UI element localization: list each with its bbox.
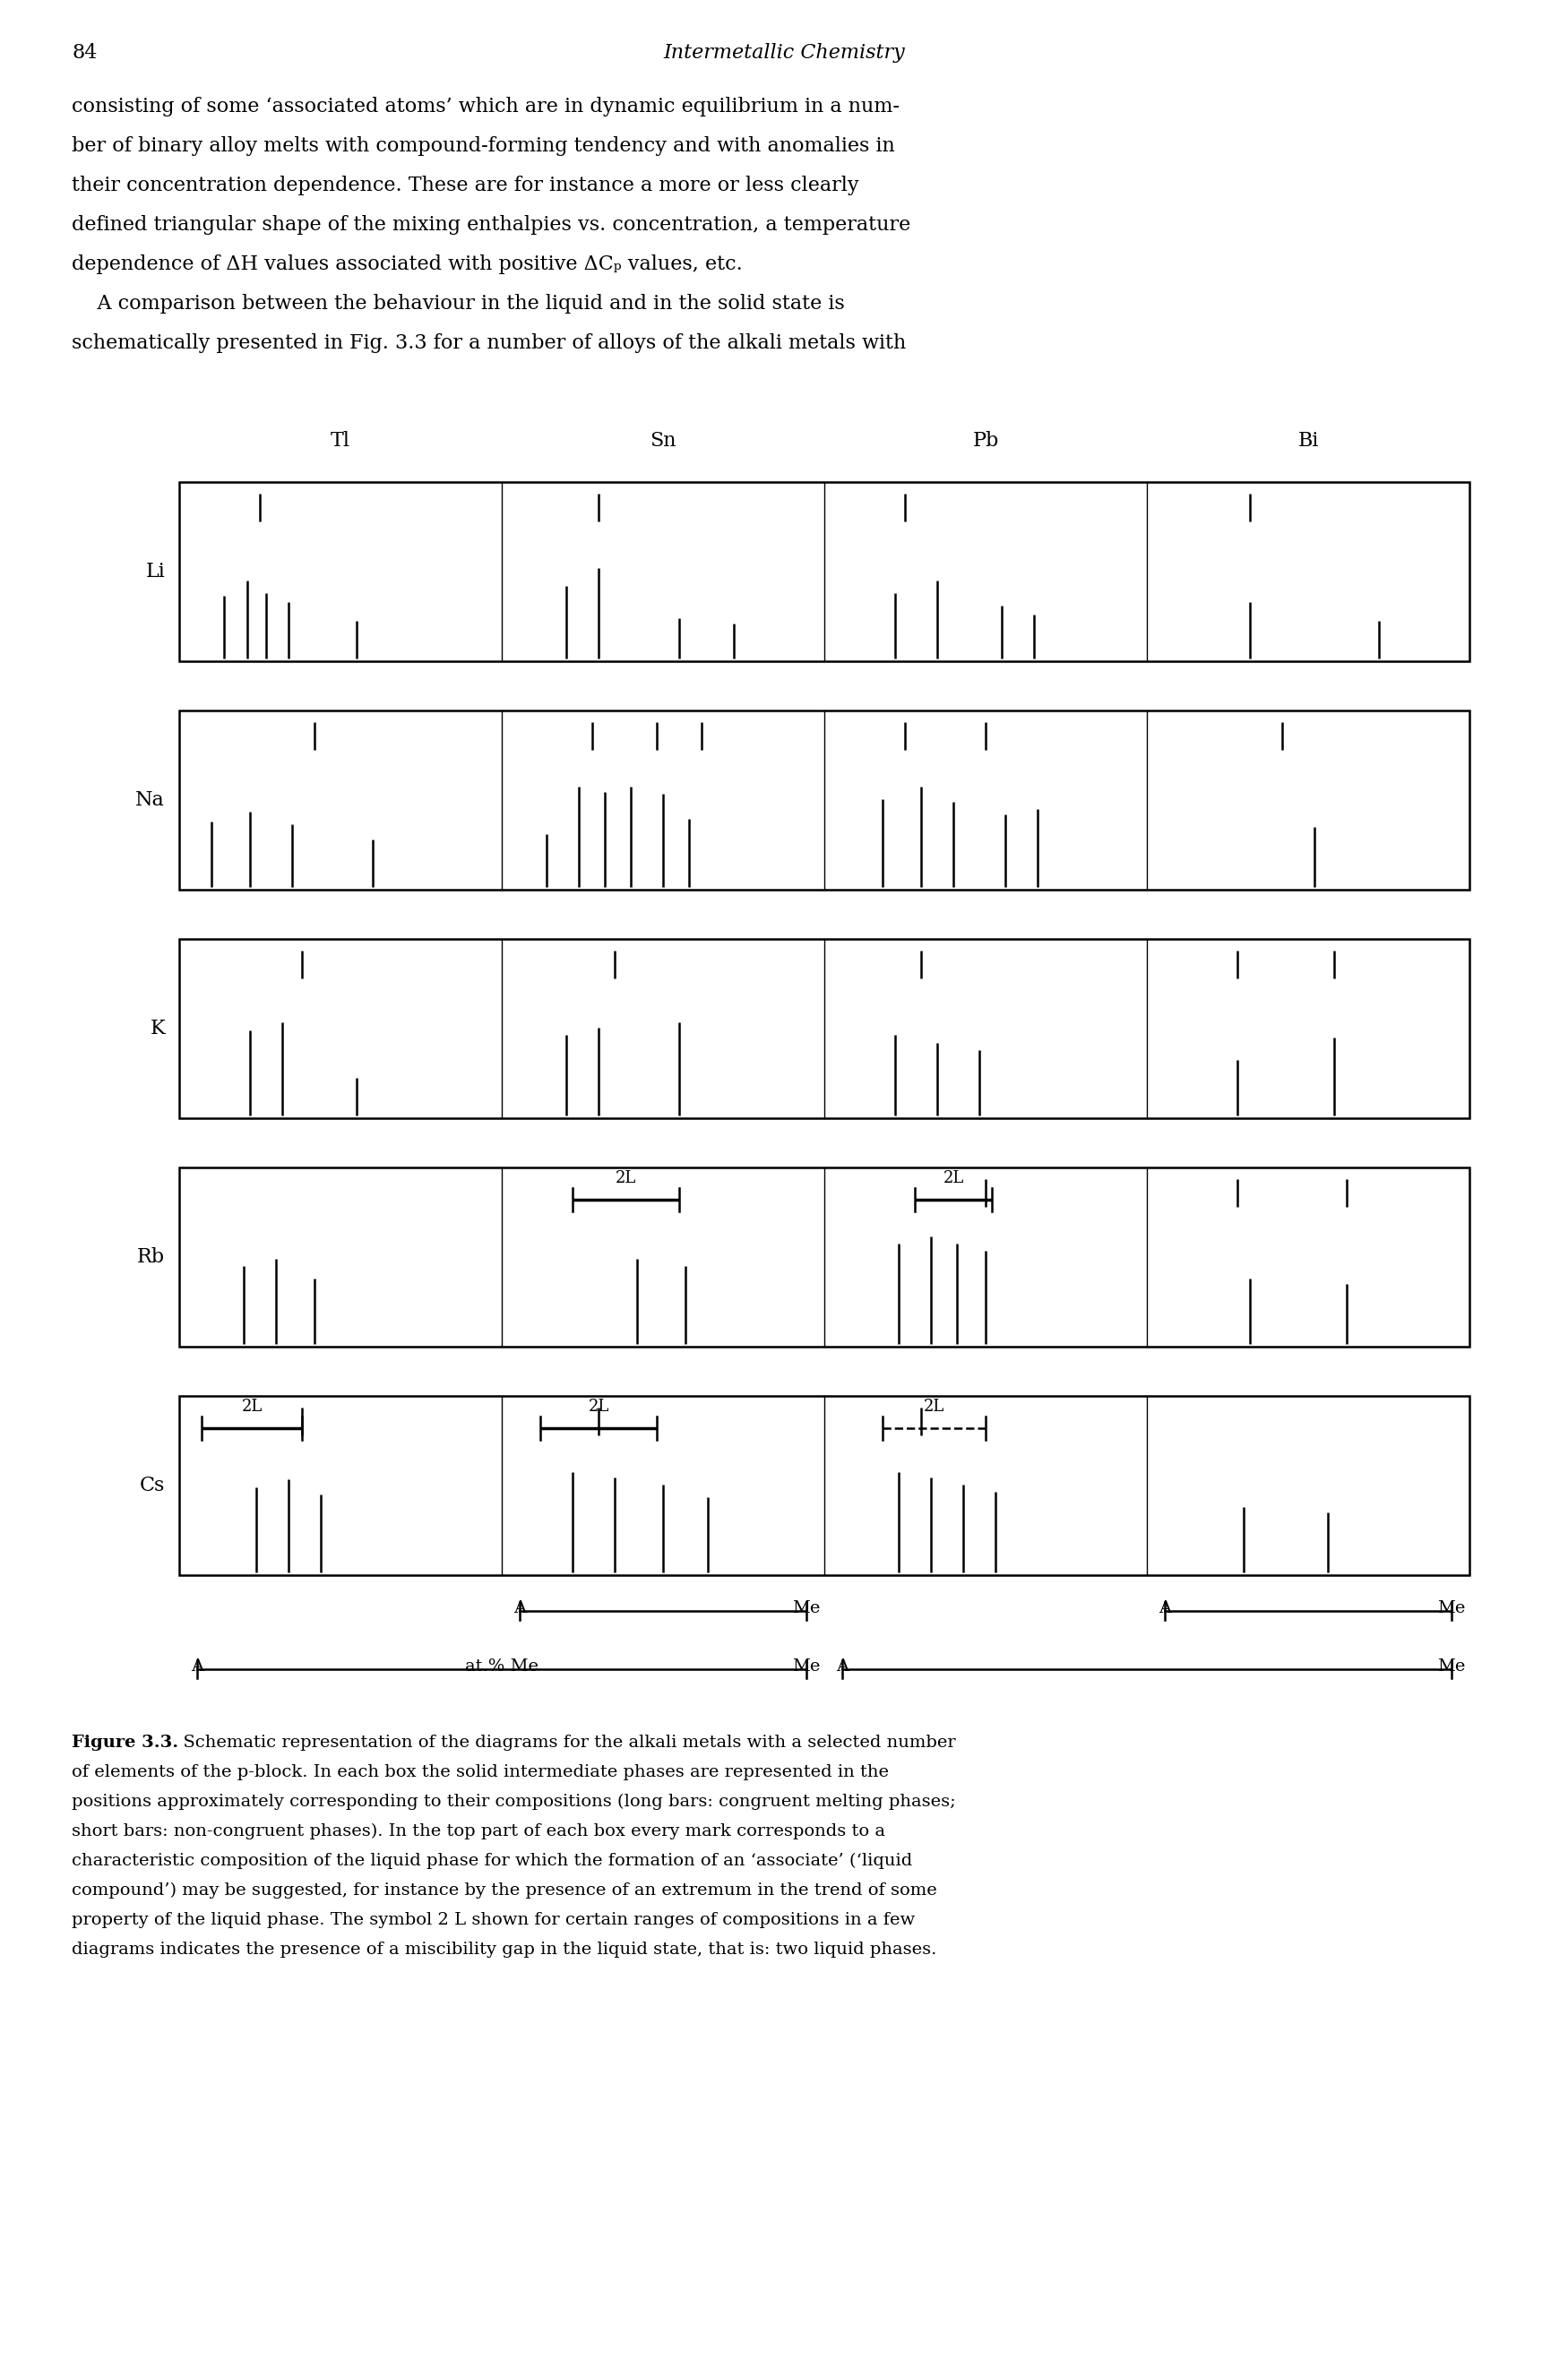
- Text: consisting of some ‘associated atoms’ which are in dynamic equilibrium in a num-: consisting of some ‘associated atoms’ wh…: [72, 97, 900, 116]
- Text: of elements of the p-block. In each box the solid intermediate phases are repres: of elements of the p-block. In each box …: [72, 1765, 889, 1779]
- Text: Li: Li: [146, 562, 165, 581]
- Text: diagrams indicates the presence of a miscibility gap in the liquid state, that i: diagrams indicates the presence of a mis…: [72, 1942, 936, 1959]
- Text: defined triangular shape of the mixing enthalpies vs. concentration, a temperatu: defined triangular shape of the mixing e…: [72, 215, 911, 234]
- Text: 84: 84: [72, 42, 97, 64]
- Text: 2L: 2L: [942, 1171, 964, 1187]
- Text: their concentration dependence. These are for instance a more or less clearly: their concentration dependence. These ar…: [72, 175, 859, 196]
- Text: Cs: Cs: [140, 1475, 165, 1496]
- Text: dependence of ΔH values associated with positive ΔCₚ values, etc.: dependence of ΔH values associated with …: [72, 255, 743, 274]
- Bar: [179, 481, 1469, 661]
- Bar: [179, 710, 1469, 890]
- Text: property of the liquid phase. The symbol 2 L shown for certain ranges of composi: property of the liquid phase. The symbol…: [72, 1912, 916, 1928]
- Text: compound’) may be suggested, for instance by the presence of an extremum in the : compound’) may be suggested, for instanc…: [72, 1883, 938, 1900]
- Text: schematically presented in Fig. 3.3 for a number of alloys of the alkali metals : schematically presented in Fig. 3.3 for …: [72, 333, 906, 354]
- Text: ber of binary alloy melts with compound-forming tendency and with anomalies in: ber of binary alloy melts with compound-…: [72, 137, 895, 156]
- Bar: [179, 1168, 1469, 1348]
- Text: 2L: 2L: [616, 1171, 637, 1187]
- Text: Intermetallic Chemistry: Intermetallic Chemistry: [663, 42, 905, 64]
- Bar: [179, 939, 1469, 1119]
- Text: K: K: [151, 1020, 165, 1038]
- Text: Me: Me: [792, 1659, 820, 1676]
- Text: 2L: 2L: [588, 1399, 608, 1414]
- Text: Me: Me: [792, 1600, 820, 1617]
- Text: Me: Me: [1438, 1659, 1466, 1676]
- Text: 2L: 2L: [924, 1399, 944, 1414]
- Text: Pb: Pb: [972, 432, 999, 451]
- Text: 2L: 2L: [241, 1399, 262, 1414]
- Text: A: A: [513, 1600, 525, 1617]
- Text: short bars: non-congruent phases). In the top part of each box every mark corres: short bars: non-congruent phases). In th…: [72, 1824, 886, 1841]
- Text: Rb: Rb: [136, 1246, 165, 1267]
- Text: Bi: Bi: [1298, 432, 1319, 451]
- Text: Me: Me: [1438, 1600, 1466, 1617]
- Text: A comparison between the behaviour in the liquid and in the solid state is: A comparison between the behaviour in th…: [72, 295, 845, 314]
- Text: at.% Me: at.% Me: [466, 1659, 538, 1676]
- Text: A: A: [1159, 1600, 1171, 1617]
- Text: Sn: Sn: [649, 432, 676, 451]
- Text: Tl: Tl: [331, 432, 350, 451]
- Text: characteristic composition of the liquid phase for which the formation of an ‘as: characteristic composition of the liquid…: [72, 1853, 913, 1869]
- Text: Schematic representation of the diagrams for the alkali metals with a selected n: Schematic representation of the diagrams…: [172, 1735, 956, 1751]
- Text: positions approximately corresponding to their compositions (long bars: congruen: positions approximately corresponding to…: [72, 1794, 956, 1810]
- Text: A: A: [191, 1659, 204, 1676]
- Text: Figure 3.3.: Figure 3.3.: [72, 1735, 179, 1751]
- Text: Na: Na: [135, 791, 165, 809]
- Bar: [179, 1395, 1469, 1574]
- Text: A: A: [836, 1659, 848, 1676]
